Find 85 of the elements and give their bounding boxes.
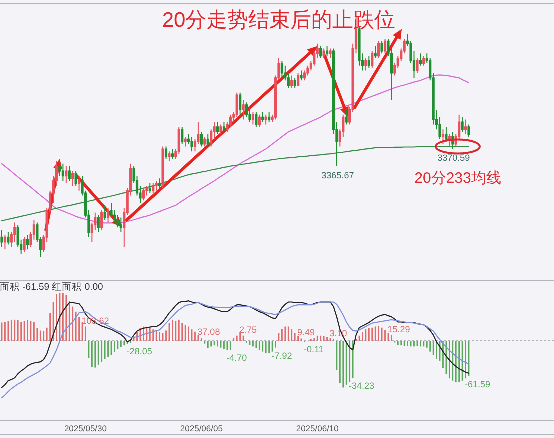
candlestick bbox=[368, 56, 370, 69]
candlestick bbox=[4, 234, 7, 250]
candlestick bbox=[255, 112, 258, 128]
candlestick bbox=[142, 188, 146, 202]
candlestick bbox=[148, 183, 152, 194]
candlestick bbox=[264, 114, 268, 126]
candlestick bbox=[65, 166, 68, 184]
annotation: 15.29 bbox=[388, 324, 410, 334]
candlestick bbox=[422, 56, 426, 66]
candlestick bbox=[294, 78, 296, 88]
candlestick bbox=[7, 232, 10, 246]
annotation: 2.75 bbox=[240, 324, 258, 335]
candlestick bbox=[371, 50, 374, 69]
candlestick bbox=[280, 60, 284, 79]
candlestick bbox=[297, 72, 300, 86]
candlestick bbox=[68, 166, 71, 182]
candlestick bbox=[258, 114, 261, 128]
candlestick bbox=[178, 126, 180, 155]
candlestick bbox=[242, 100, 245, 120]
candlestick bbox=[220, 124, 222, 135]
candlestick bbox=[290, 75, 294, 88]
candlestick bbox=[380, 40, 384, 54]
candlestick bbox=[364, 58, 368, 72]
candlestick bbox=[326, 46, 329, 57]
candlestick bbox=[468, 124, 470, 138]
annotation: 9.49 bbox=[298, 328, 316, 338]
candlestick bbox=[329, 48, 332, 60]
candlestick bbox=[155, 180, 158, 192]
annotation: 3370.59 bbox=[438, 153, 470, 164]
candlestick bbox=[216, 122, 220, 135]
candlestick bbox=[416, 58, 419, 74]
candlestick bbox=[442, 129, 445, 145]
candlestick bbox=[239, 92, 242, 116]
candlestick bbox=[262, 112, 264, 123]
candlestick bbox=[23, 236, 26, 253]
candlestick bbox=[58, 158, 62, 177]
candlestick bbox=[184, 136, 187, 148]
annotation: -61.59 bbox=[465, 379, 491, 390]
annotation: -34.23 bbox=[349, 381, 375, 392]
annotation: -0.11 bbox=[304, 344, 324, 355]
x-tick-label: 2025/05/30 bbox=[64, 424, 108, 434]
candlestick bbox=[206, 134, 210, 148]
candlestick bbox=[204, 136, 206, 148]
candlestick bbox=[200, 132, 203, 148]
candlestick bbox=[62, 163, 64, 182]
candlestick bbox=[14, 222, 16, 243]
annotation: 37.08 bbox=[198, 327, 220, 338]
candlestick bbox=[300, 70, 303, 82]
annotation: -7.92 bbox=[272, 350, 292, 361]
annotation: 3365.67 bbox=[322, 170, 354, 180]
candlestick bbox=[306, 65, 310, 76]
candlestick bbox=[461, 116, 464, 133]
candlestick bbox=[190, 136, 194, 152]
candlestick bbox=[419, 53, 422, 66]
candlestick bbox=[384, 38, 387, 54]
candlestick bbox=[303, 70, 306, 82]
x-tick-label: 2025/06/05 bbox=[180, 424, 224, 434]
candlestick bbox=[0, 230, 4, 248]
candlestick bbox=[320, 46, 322, 60]
candlestick bbox=[168, 151, 171, 162]
annotation: -4.70 bbox=[226, 353, 248, 364]
candlestick bbox=[378, 40, 380, 60]
candlestick bbox=[222, 122, 226, 133]
candlestick bbox=[464, 119, 468, 135]
candlestick bbox=[345, 110, 348, 126]
candlestick bbox=[252, 112, 255, 126]
candlestick bbox=[171, 148, 174, 160]
candlestick bbox=[152, 183, 155, 194]
candlestick bbox=[164, 146, 168, 160]
candlestick bbox=[445, 126, 448, 142]
candlestick bbox=[181, 126, 184, 145]
annotation: -28.05 bbox=[126, 346, 152, 356]
annotation: 20分233均线 bbox=[414, 170, 502, 187]
chart-title: 面积 -61.59 红面积 0.00 bbox=[0, 281, 104, 293]
candlestick bbox=[229, 114, 232, 128]
candlestick bbox=[162, 146, 164, 189]
candlestick bbox=[158, 178, 162, 189]
candlestick bbox=[322, 48, 326, 60]
x-tick-label: 2025/06/10 bbox=[296, 424, 340, 434]
candlestick bbox=[72, 170, 74, 186]
candlestick bbox=[26, 234, 30, 250]
candlestick bbox=[146, 185, 148, 196]
candlestick bbox=[448, 134, 451, 148]
candlestick bbox=[374, 46, 377, 60]
candlestick bbox=[268, 112, 271, 123]
